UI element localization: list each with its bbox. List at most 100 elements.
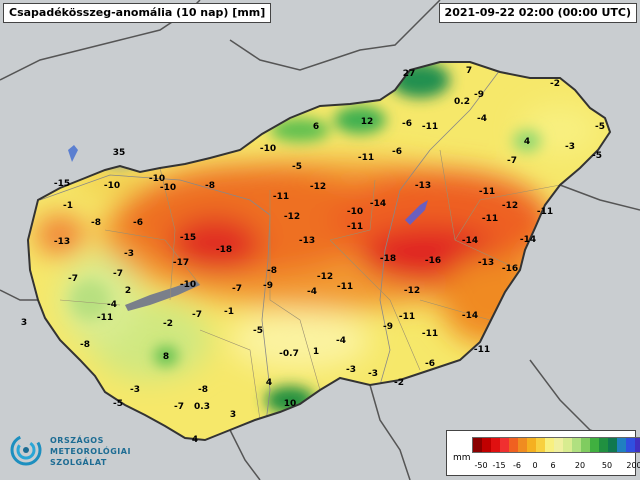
legend-swatch (590, 438, 599, 452)
logo-swirl-icon (10, 434, 42, 466)
station-value-label: -5 (592, 151, 602, 161)
station-values: 27 7-2-90.2-412 -6 -116 -535 -104 -3-6-11 -5-7-… (21, 66, 605, 445)
station-value-label: -3 (565, 142, 575, 152)
legend-swatch (500, 438, 509, 452)
station-value-label: -11 (347, 222, 363, 232)
station-value-label: 7 (466, 66, 472, 76)
station-value-label: -16 (502, 264, 518, 274)
station-value-label: -7 (507, 156, 517, 166)
legend-swatch (491, 438, 500, 452)
neighbor-border (229, 0, 441, 71)
station-value-label: -13 (54, 237, 70, 247)
legend-tick-label: -50 (474, 461, 488, 470)
station-value-label: -11 (399, 312, 415, 322)
lake-icon (68, 145, 78, 162)
legend-swatch (509, 438, 518, 452)
station-value-label: -3 (368, 369, 378, 379)
legend-swatch (581, 438, 590, 452)
legend-tick-label: -6 (513, 461, 521, 470)
station-value-label: 8 (163, 352, 169, 362)
legend-swatch (482, 438, 491, 452)
legend-swatch (518, 438, 527, 452)
station-value-label: -11 (273, 192, 289, 202)
station-value-label: -7 (192, 310, 202, 320)
lake-icon (405, 200, 428, 225)
station-value-label: -12 (284, 212, 300, 222)
station-value-label: -8 (267, 266, 277, 276)
station-value-label: -2 (550, 79, 560, 89)
station-value-label: -12 (404, 286, 420, 296)
station-value-label: -9 (383, 322, 393, 332)
station-value-label: -11 (97, 313, 113, 323)
county-border (59, 149, 561, 421)
legend-tick-label: 200 (626, 461, 640, 470)
station-value-label: -10 (180, 280, 196, 290)
station-value-label: -10 (347, 207, 363, 217)
hungary-border (26, 61, 612, 442)
station-value-label: -8 (80, 340, 90, 350)
legend-ticks: -50 -15 -6 0 6 20 50 200 (472, 461, 640, 473)
station-value-label: -12 (310, 182, 326, 192)
station-value-label: -8 (198, 385, 208, 395)
station-value-label: -5 (253, 326, 263, 336)
station-value-label: -4 (336, 336, 346, 346)
station-value-label: -16 (425, 256, 441, 266)
station-value-label: -6 (392, 147, 402, 157)
legend-unit: mm (453, 453, 471, 463)
legend-swatch (536, 438, 545, 452)
legend-tick-label: -15 (492, 461, 506, 470)
station-value-label: -10 (160, 183, 176, 193)
station-value-label: 12 (361, 117, 374, 127)
station-value-label: -11 (358, 153, 374, 163)
river-tisza (379, 69, 501, 386)
station-value-label: -10 (260, 144, 276, 154)
station-value-label: -8 (205, 181, 215, 191)
station-value-label: -13 (478, 258, 494, 268)
station-value-label: -14 (462, 236, 478, 246)
station-value-label: -4 (307, 287, 317, 297)
legend-swatch (572, 438, 581, 452)
logo-line-2: METEOROLÓGIAI (50, 447, 131, 456)
legend-color-bar (472, 437, 640, 453)
color-legend: mm -50 -15 -6 0 6 20 50 200 (446, 430, 640, 476)
station-value-label: -3 (346, 365, 356, 375)
station-value-label: 3 (21, 318, 27, 328)
station-value-label: -11 (474, 345, 490, 355)
station-value-label: -13 (415, 181, 431, 191)
legend-swatch (617, 438, 626, 452)
legend-tick-label: 0 (532, 461, 538, 470)
neighbor-border (229, 429, 261, 480)
station-value-label: -10 (104, 181, 120, 191)
station-value-label: -11 (337, 282, 353, 292)
station-value-label: -10 (149, 174, 165, 184)
station-value-label: 4 (524, 137, 530, 147)
legend-swatch (635, 438, 640, 452)
station-value-label: 1 (313, 347, 319, 357)
legend-swatch (545, 438, 554, 452)
station-value-label: -13 (299, 236, 315, 246)
station-value-label: -6 (425, 359, 435, 369)
station-value-label: -11 (537, 207, 553, 217)
map-title: Csapadékösszeg-anomália (10 nap) [mm] (3, 3, 272, 23)
station-value-label: -8 (91, 218, 101, 228)
station-value-label: -3 (130, 385, 140, 395)
legend-swatch (554, 438, 563, 452)
station-value-label: -12 (317, 272, 333, 282)
station-value-label: 0.2 (454, 97, 470, 107)
station-value-label: -1 (63, 201, 73, 211)
station-value-label: 35 (113, 148, 126, 158)
station-value-label: 6 (313, 122, 319, 132)
station-value-label: -0.7 (279, 349, 299, 359)
legend-tick-label: 6 (550, 461, 556, 470)
station-value-label: 3 (230, 410, 236, 420)
station-value-label: -2 (163, 319, 173, 329)
station-value-label: 27 (403, 69, 416, 79)
logo-line-3: SZOLGÁLAT (50, 458, 107, 467)
station-value-label: -18 (216, 245, 232, 255)
legend-swatch (599, 438, 608, 452)
station-value-label: -7 (68, 274, 78, 284)
station-value-label: -14 (370, 199, 386, 209)
map-timestamp: 2021-09-22 02:00 (00:00 UTC) (438, 3, 637, 23)
legend-swatch (626, 438, 635, 452)
